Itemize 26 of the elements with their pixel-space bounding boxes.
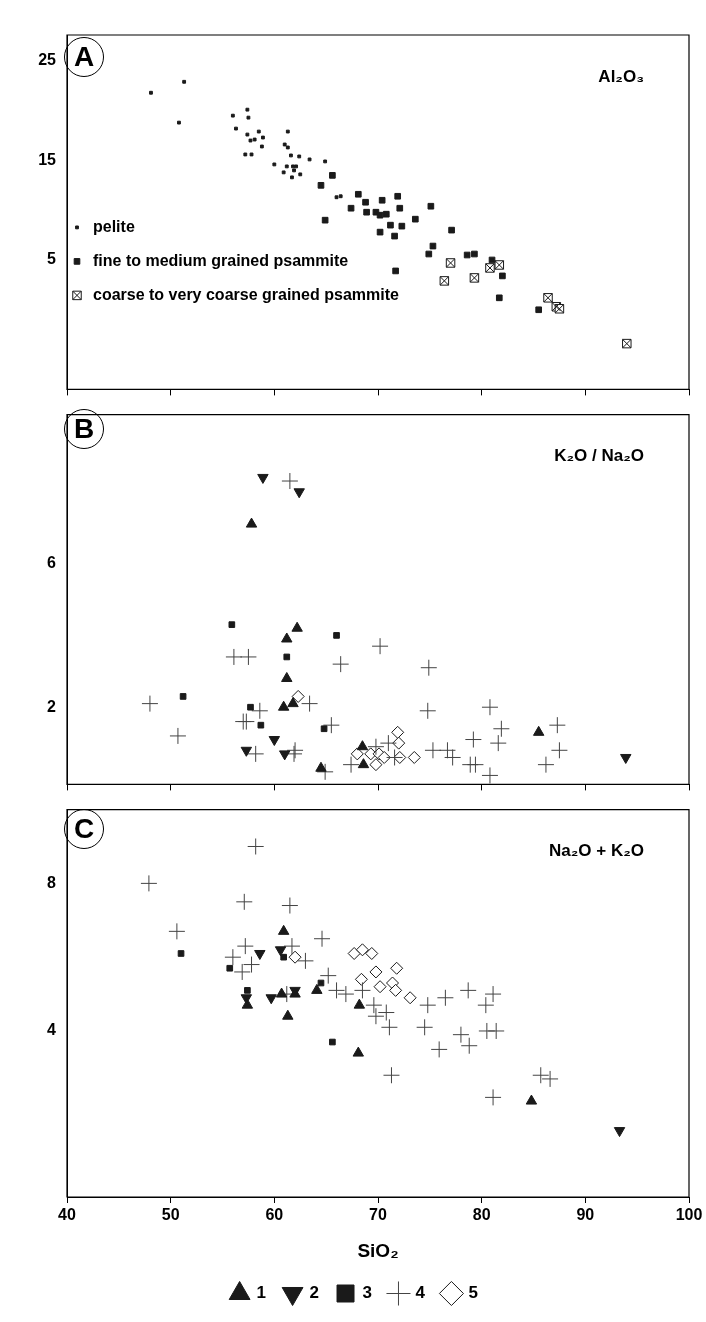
legend-label: coarse to very coarse grained psammite <box>93 285 400 303</box>
legend-label: 5 <box>468 1283 478 1303</box>
x-tick-label: 50 <box>161 1206 180 1224</box>
legend-label: pelite <box>93 217 135 235</box>
x-tick-label: 90 <box>576 1206 595 1224</box>
x-tick-label: 40 <box>58 1206 76 1224</box>
y-tick-label: 6 <box>47 554 57 571</box>
y-axis-title: K₂O / Na₂O <box>554 446 644 466</box>
legend-label: 4 <box>415 1283 426 1303</box>
y-tick-label: 4 <box>47 1021 57 1039</box>
x-tick-label: 100 <box>675 1206 703 1224</box>
legend-label: fine to medium grained psammite <box>93 251 349 269</box>
y-tick-label: 8 <box>47 873 57 891</box>
y-tick-label: 2 <box>47 697 57 715</box>
y-tick-label: 25 <box>38 51 57 69</box>
y-tick-label: 5 <box>47 250 57 268</box>
x-axis-title: SiO₂ <box>357 1239 399 1261</box>
x-tick-label: 80 <box>472 1206 491 1224</box>
y-axis-title: Al₂O₃ <box>598 66 644 86</box>
y-tick-label: 15 <box>38 150 57 168</box>
x-tick-label: 70 <box>369 1206 387 1224</box>
legend-label: 3 <box>362 1283 372 1303</box>
legend-label: 2 <box>309 1283 320 1303</box>
legend-label: 1 <box>256 1283 267 1303</box>
y-axis-title: Na₂O + K₂O <box>549 841 644 861</box>
x-tick-label: 60 <box>265 1206 284 1224</box>
